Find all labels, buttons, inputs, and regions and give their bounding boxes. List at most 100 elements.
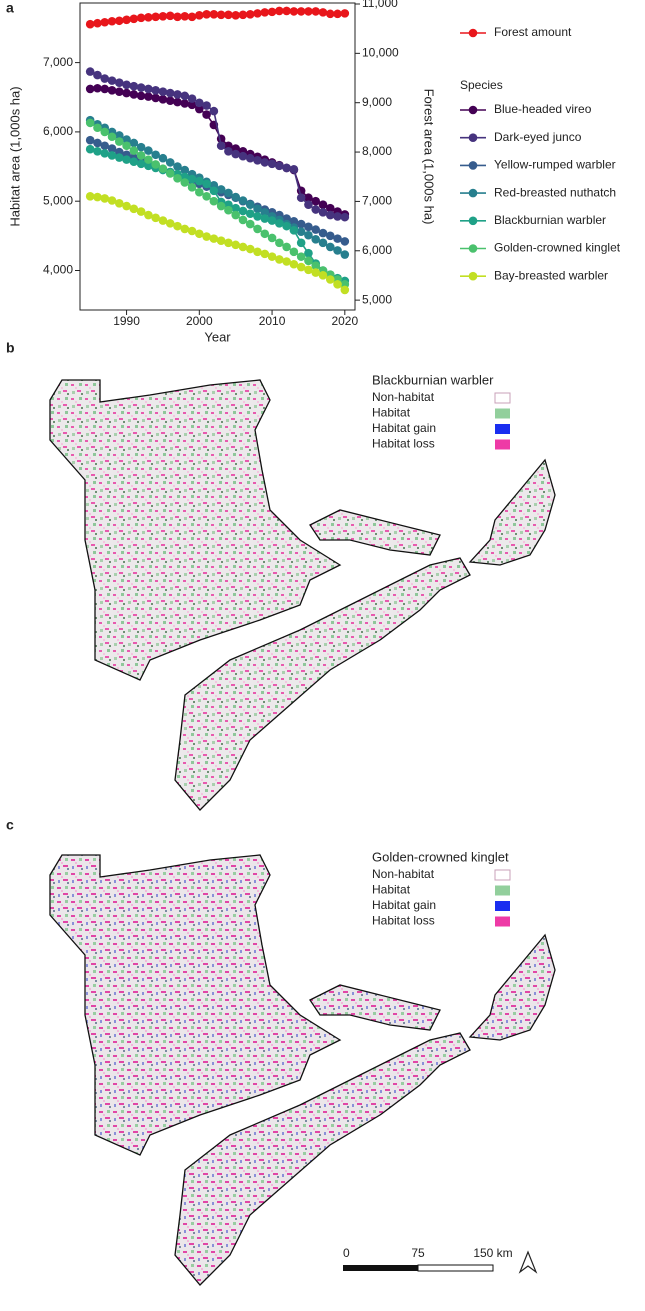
- point: [216, 10, 226, 20]
- point: [224, 238, 233, 248]
- point: [231, 11, 240, 20]
- point: [187, 94, 197, 103]
- point: [296, 227, 306, 236]
- point: [180, 91, 190, 101]
- point: [85, 67, 95, 76]
- point: [231, 240, 240, 250]
- legend-swatch: [468, 244, 478, 253]
- legend-label: Golden-crowned kinglet: [494, 241, 621, 255]
- point: [114, 87, 124, 97]
- y2-axis-label: Forest area (1,000s ha): [422, 89, 437, 225]
- point: [187, 226, 197, 236]
- point: [253, 9, 262, 18]
- point: [304, 222, 313, 232]
- point: [180, 224, 190, 234]
- point: [245, 10, 255, 19]
- legend-label: Forest amount: [494, 25, 572, 39]
- point: [216, 201, 226, 211]
- point: [202, 232, 211, 241]
- point: [202, 101, 211, 110]
- panel-label: b: [6, 340, 15, 356]
- north-arrow: [518, 1250, 538, 1274]
- point: [173, 174, 182, 183]
- point: [289, 7, 299, 16]
- point: [253, 212, 262, 221]
- point: [202, 110, 211, 119]
- point: [151, 150, 160, 160]
- point: [93, 138, 102, 148]
- point: [209, 196, 219, 206]
- point: [238, 242, 248, 252]
- map-legend-label: Habitat loss: [372, 914, 435, 928]
- point: [231, 149, 240, 159]
- point: [325, 242, 335, 252]
- point: [165, 219, 175, 228]
- point: [202, 179, 211, 189]
- point: [100, 194, 110, 203]
- point: [224, 147, 233, 156]
- point: [267, 252, 277, 261]
- point: [114, 131, 124, 140]
- point: [122, 141, 131, 151]
- point: [275, 238, 284, 248]
- point: [318, 228, 328, 238]
- legend-swatch: [468, 28, 478, 38]
- point: [107, 144, 117, 153]
- point: [151, 160, 160, 169]
- point: [311, 205, 321, 214]
- point: [282, 6, 291, 16]
- point: [85, 19, 95, 29]
- point: [195, 104, 204, 114]
- point: [333, 9, 342, 19]
- point: [275, 161, 284, 171]
- point: [100, 141, 110, 151]
- point: [216, 236, 226, 245]
- point: [318, 200, 328, 209]
- point: [136, 91, 146, 101]
- y-tick-label: 7,000: [43, 55, 73, 69]
- point: [238, 196, 248, 205]
- legend-label: Blue-headed vireo: [494, 102, 592, 116]
- y2-tick-label: 6,000: [362, 243, 392, 257]
- point: [202, 192, 211, 201]
- point: [209, 234, 219, 243]
- point: [325, 231, 335, 241]
- point: [202, 10, 211, 19]
- map-legend-swatch: [495, 408, 510, 419]
- point: [107, 132, 117, 142]
- point: [85, 118, 95, 128]
- point: [296, 252, 306, 261]
- y2-tick-label: 7,000: [362, 194, 392, 208]
- point: [318, 271, 328, 280]
- point: [165, 158, 175, 167]
- scale-bar-label: 150 km: [473, 1246, 512, 1260]
- point: [216, 141, 226, 151]
- point: [224, 205, 233, 215]
- point: [267, 216, 277, 225]
- point: [209, 186, 219, 196]
- point: [289, 226, 299, 235]
- map-legend-label: Habitat gain: [372, 898, 436, 912]
- point: [173, 221, 182, 231]
- point: [245, 219, 255, 229]
- legend-label: Dark-eyed junco: [494, 130, 582, 144]
- point: [180, 99, 190, 108]
- y2-tick-label: 10,000: [362, 46, 399, 60]
- point: [340, 250, 350, 259]
- point: [245, 200, 255, 209]
- map-legend-label: Non-habitat: [372, 390, 435, 404]
- point: [93, 192, 102, 202]
- point: [296, 219, 306, 229]
- point: [304, 7, 313, 16]
- legend-swatch: [468, 271, 478, 281]
- point: [129, 138, 139, 148]
- point: [289, 216, 299, 226]
- x-axis-label: Year: [204, 329, 231, 344]
- point: [136, 13, 146, 23]
- point: [114, 137, 124, 146]
- point: [195, 229, 204, 239]
- y-axis-label: Habitat area (1,000s ha): [7, 86, 22, 226]
- point: [187, 183, 197, 192]
- point: [231, 192, 240, 202]
- point: [187, 174, 197, 184]
